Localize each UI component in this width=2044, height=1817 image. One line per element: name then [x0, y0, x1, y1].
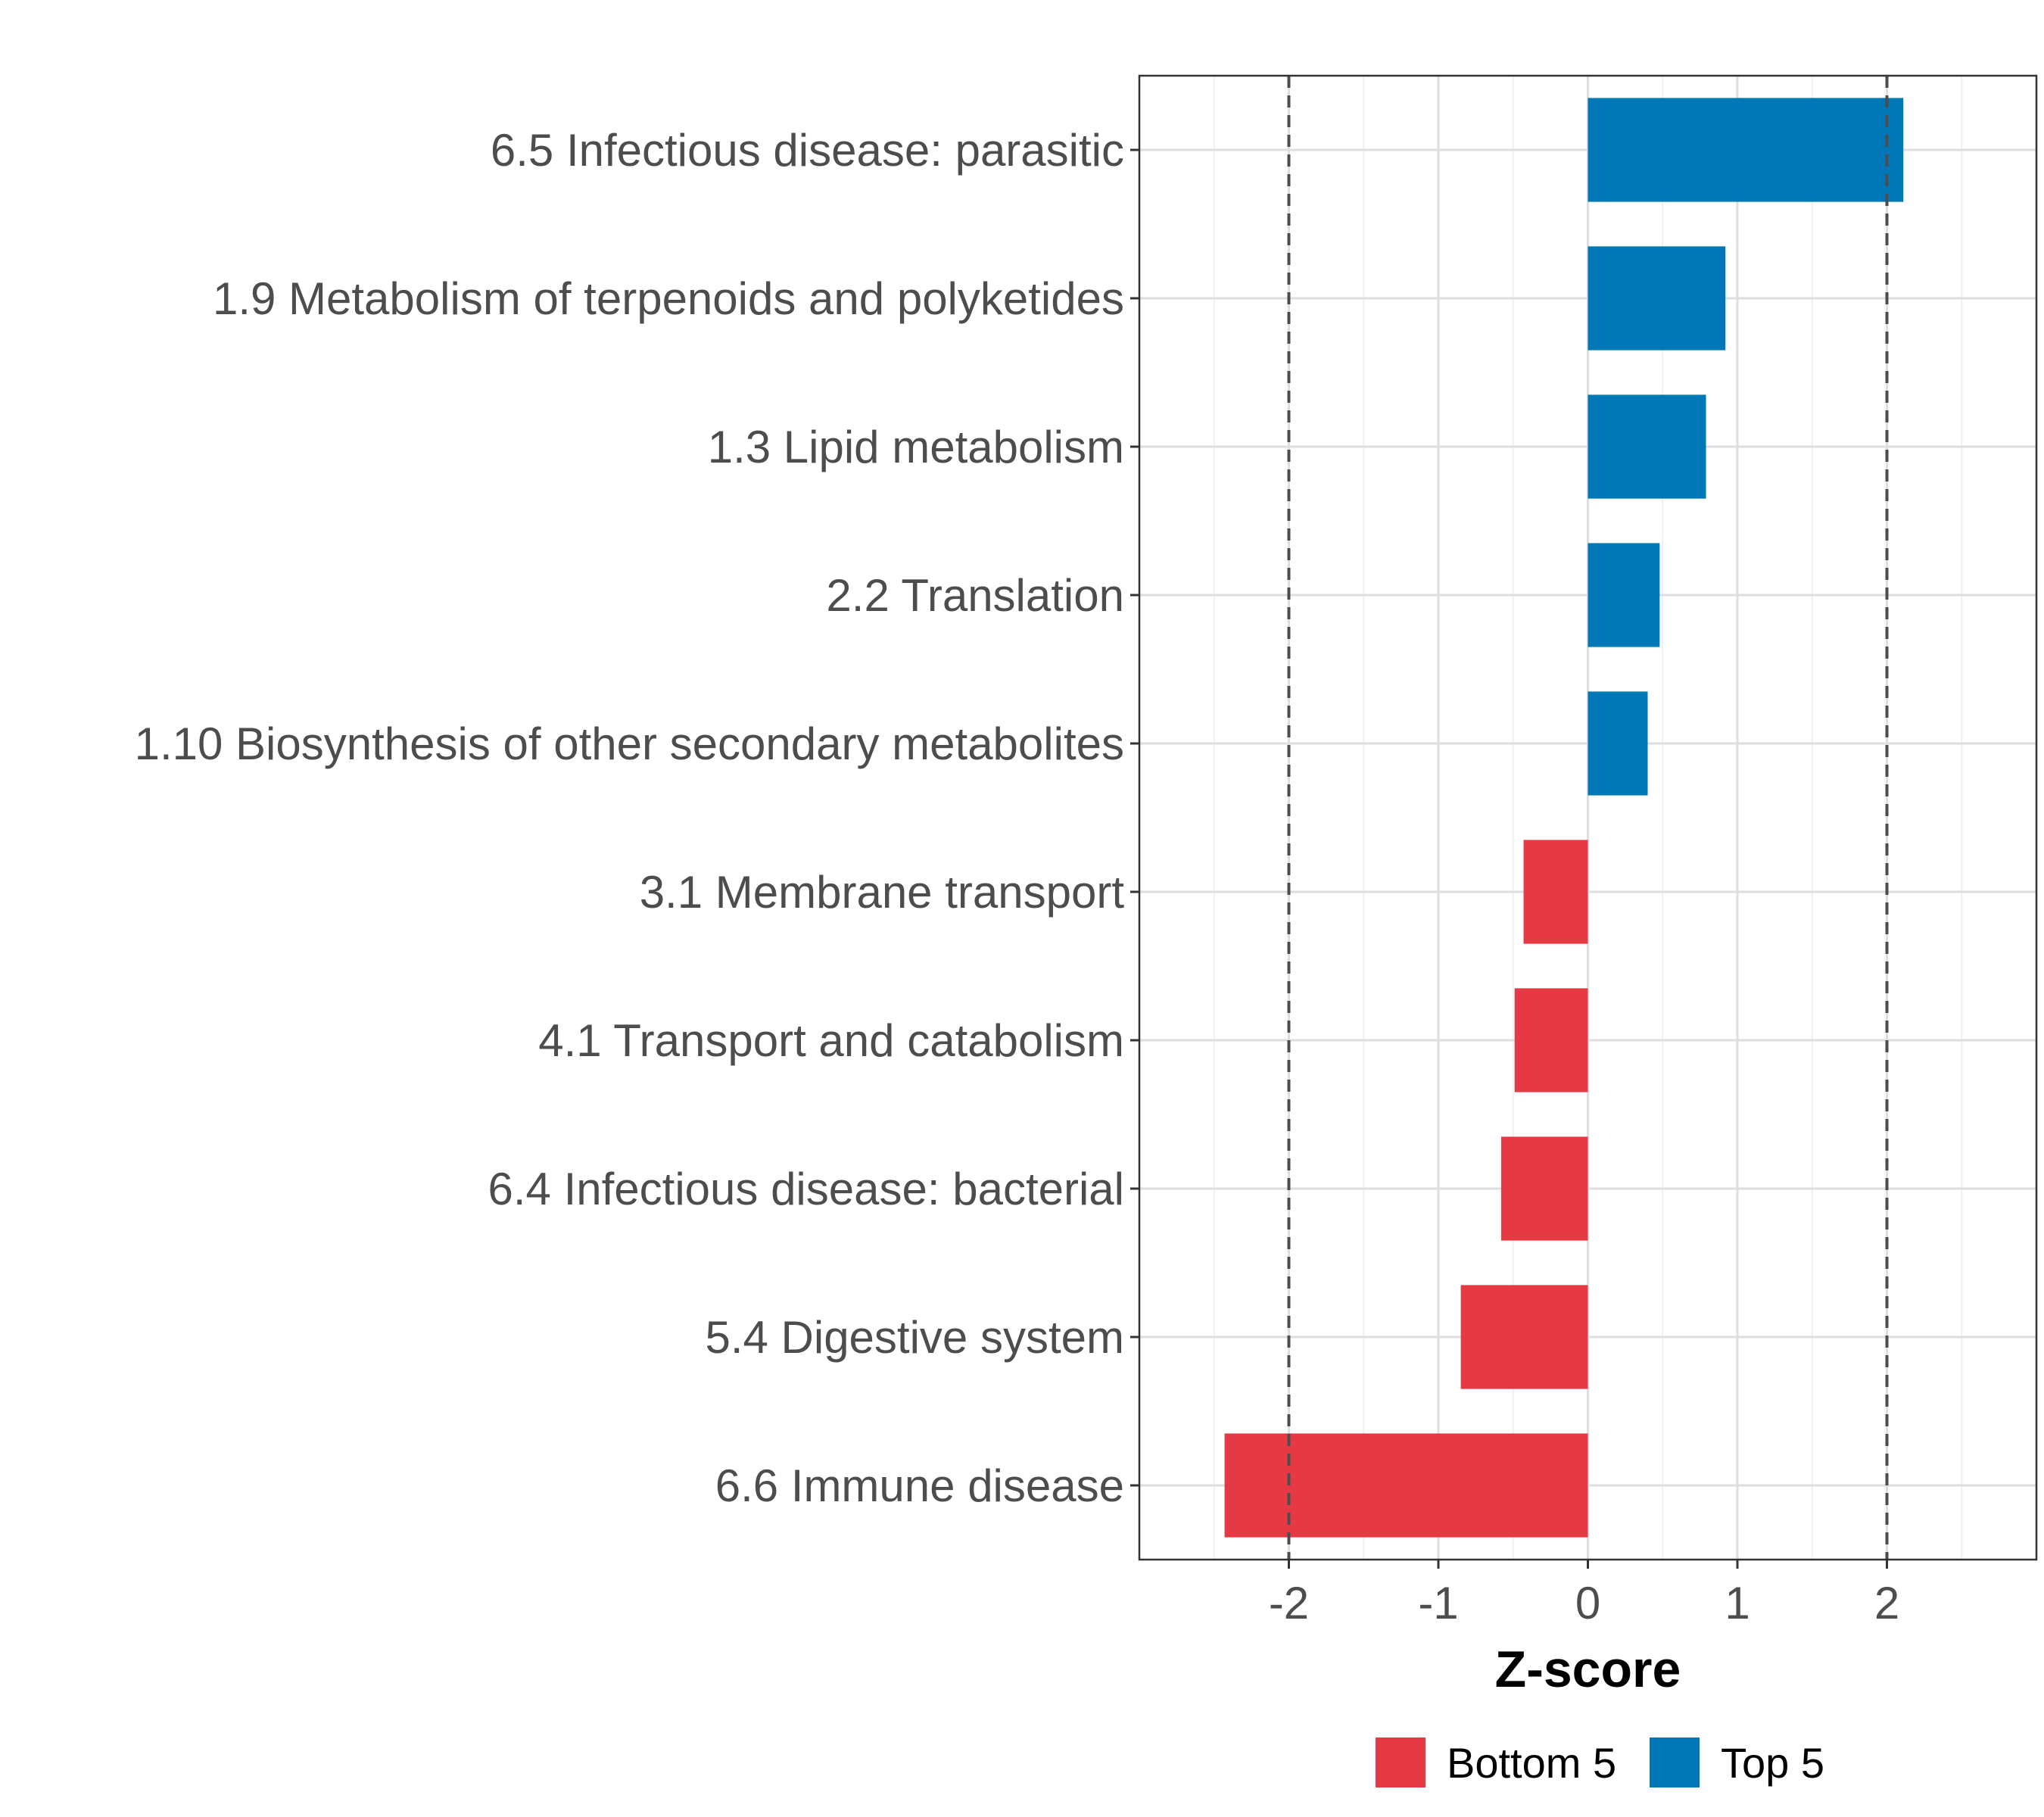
x-tick-label: 2	[1874, 1578, 1899, 1628]
category-label: 1.9 Metabolism of terpenoids and polyket…	[213, 273, 1124, 324]
reference-lines	[1287, 76, 1889, 1560]
category-label: 6.5 Infectious disease: parasitic	[491, 125, 1124, 176]
category-label: 6.4 Infectious disease: bacterial	[488, 1164, 1125, 1214]
bar	[1588, 98, 1904, 202]
legend-label: Bottom 5	[1447, 1739, 1616, 1787]
legend-swatch	[1650, 1738, 1700, 1787]
legend-label: Top 5	[1721, 1739, 1824, 1787]
x-axis-ticks: -2 -1 0 1 2	[1269, 1560, 1899, 1628]
bar	[1588, 691, 1648, 796]
category-labels: 6.5 Infectious disease: parasitic 1.9 Met…	[135, 125, 1139, 1511]
category-label: 2.2 Translation	[826, 570, 1124, 621]
x-tick-label: -2	[1269, 1578, 1309, 1628]
x-tick-label: -1	[1418, 1578, 1458, 1628]
x-axis-title: Z-score	[1495, 1641, 1681, 1698]
category-label: 4.1 Transport and catabolism	[538, 1015, 1124, 1066]
bar	[1460, 1285, 1588, 1389]
x-tick-label: 1	[1725, 1578, 1750, 1628]
bar	[1224, 1433, 1588, 1538]
bar	[1588, 246, 1726, 351]
legend: Bottom 5 Top 5	[1376, 1738, 1824, 1787]
category-label: 6.6 Immune disease	[715, 1460, 1124, 1511]
bars	[1224, 98, 1904, 1538]
bar	[1500, 1136, 1588, 1241]
category-label: 3.1 Membrane transport	[640, 867, 1125, 918]
x-tick-label: 0	[1575, 1578, 1600, 1628]
bar	[1523, 840, 1588, 944]
bar	[1514, 988, 1588, 1092]
bar	[1588, 543, 1660, 647]
legend-swatch	[1376, 1738, 1426, 1787]
category-label: 1.10 Biosynthesis of other secondary met…	[135, 718, 1124, 769]
category-label: 1.3 Lipid metabolism	[708, 422, 1124, 472]
bar	[1588, 394, 1706, 499]
category-label: 5.4 Digestive system	[705, 1312, 1124, 1363]
